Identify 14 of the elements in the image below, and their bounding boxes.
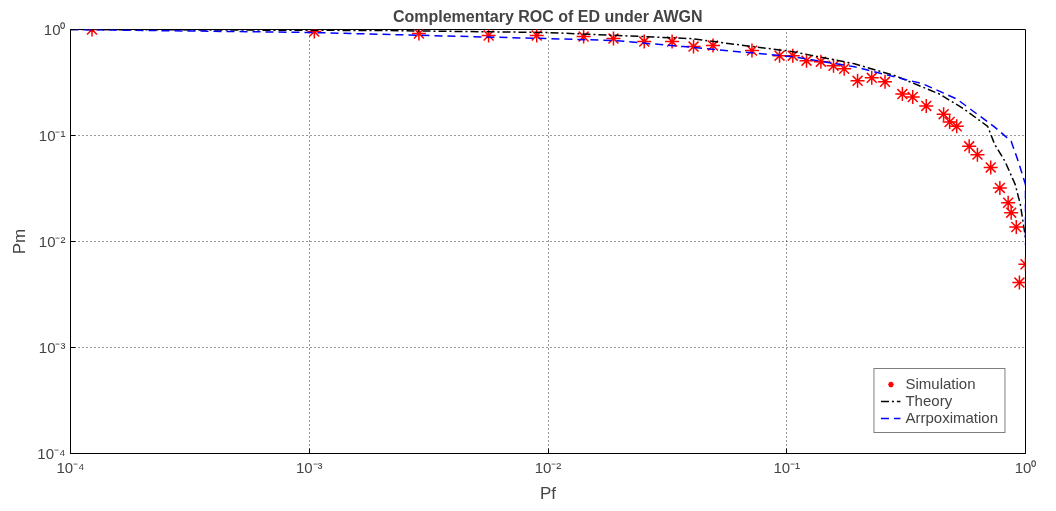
y-axis-title: Pm [10,228,30,255]
legend-label: Arrpoximation [905,409,998,426]
legend-label: Theory [905,392,953,409]
x-tick-label: 10⁰ [1014,458,1037,476]
y-tick-label: 10⁻¹ [38,127,66,144]
x-tick-label: 10⁻² [534,458,562,476]
x-tick-label: 10⁻¹ [773,458,801,476]
y-tick-label: 10⁻³ [38,339,66,356]
y-tick-label: 10⁰ [43,21,66,38]
chart-title: Complementary ROC of ED under AWGN [392,7,703,25]
legend-label: Simulation [905,375,976,392]
x-axis-title: Pf [539,483,557,503]
x-tick-label: 10⁻³ [295,458,323,476]
y-tick-label: 10⁻² [38,233,66,250]
